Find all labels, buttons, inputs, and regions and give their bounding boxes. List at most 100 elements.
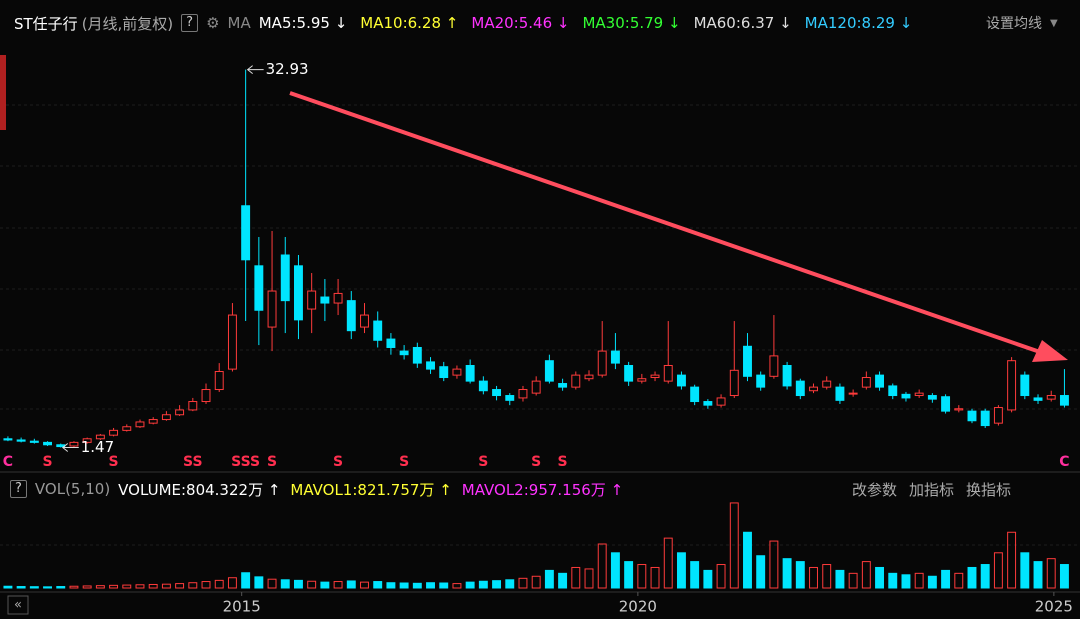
volume-bar <box>809 566 818 589</box>
candle-body <box>927 395 937 400</box>
candle-body <box>109 429 119 436</box>
volume-bar <box>624 561 634 589</box>
candle-body <box>518 389 528 399</box>
volume-bar <box>927 575 937 589</box>
ma-title: MA <box>227 14 251 32</box>
volume-bar <box>280 579 290 589</box>
signal-marker: S <box>109 454 119 470</box>
indicator-button[interactable]: 换指标 <box>966 480 1012 499</box>
volume-bar <box>95 585 105 589</box>
candle-body <box>980 410 990 427</box>
signal-marker: S <box>478 454 488 470</box>
candle-body <box>624 365 634 382</box>
volume-bar <box>518 577 528 589</box>
indicator-buttons: 改参数 加指标 换指标 <box>852 476 1023 502</box>
candle-body <box>531 380 541 394</box>
candle-body <box>597 350 607 376</box>
indicator-button[interactable]: 加指标 <box>909 480 955 499</box>
candle-body <box>901 393 911 399</box>
caret: ▼ <box>1050 17 1058 29</box>
candle-body <box>663 365 673 382</box>
volume-bar <box>1059 564 1069 589</box>
ma-setting[interactable]: 设置均线 ▼ <box>986 10 1066 36</box>
signal-marker: S <box>333 454 343 470</box>
volume-bar <box>1033 561 1043 589</box>
volume-bar <box>478 580 488 589</box>
candle-body <box>122 426 132 431</box>
volume-bar <box>835 569 845 589</box>
candle-body <box>69 441 79 447</box>
candle-body <box>967 410 977 422</box>
ma-label: MA5:5.95 ↓ <box>258 14 348 32</box>
signal-marker: S <box>42 454 52 470</box>
candle-body <box>954 408 964 411</box>
scroll-button[interactable] <box>7 595 29 615</box>
volume-bar <box>743 531 752 589</box>
volume-bar <box>29 586 39 589</box>
candle-body <box>307 290 317 310</box>
title: ST任子行 <box>14 14 78 33</box>
indicator-button[interactable]: 改参数 <box>852 480 898 499</box>
candle-body <box>254 265 264 311</box>
candle-body <box>769 355 779 377</box>
candle-body <box>914 392 924 397</box>
candle-body <box>95 434 105 440</box>
volume-bar <box>1046 558 1056 589</box>
ma-label: MA20:5.46 ↓ <box>471 14 570 32</box>
candle-body <box>544 360 554 382</box>
signal-marker: S <box>531 454 541 470</box>
volume-bar <box>452 583 462 589</box>
volume-bar <box>901 574 911 589</box>
volume-bar <box>571 566 581 589</box>
volume-bar <box>320 581 330 589</box>
volume-bar <box>716 564 726 589</box>
candle-body <box>756 374 766 388</box>
signal-marker: S <box>558 454 568 470</box>
candle-body <box>729 369 739 397</box>
candle-body <box>835 386 845 401</box>
candle-body <box>478 380 488 392</box>
volume-bar <box>1020 552 1030 589</box>
help[interactable]: ? <box>181 14 199 32</box>
volume-bar <box>676 552 686 589</box>
candle-body <box>584 374 594 380</box>
volume-bar <box>650 566 660 589</box>
volume-bar <box>531 575 541 589</box>
volume-bar <box>69 585 79 589</box>
volume-bar <box>967 566 977 589</box>
volume-bar <box>769 540 779 589</box>
candle-body <box>227 314 237 370</box>
volume-bar <box>109 584 119 589</box>
candle-body <box>175 409 185 416</box>
candle-body <box>386 338 396 348</box>
candle-body <box>993 407 1003 424</box>
volume-bar <box>16 586 26 589</box>
signal-marker: S <box>399 454 409 470</box>
candle-body <box>703 401 713 406</box>
volume-bar <box>782 558 792 589</box>
candle-body <box>822 380 832 388</box>
volume-bar <box>307 580 317 589</box>
scroll-icon: « <box>14 598 22 613</box>
ma-labels: MA5:5.95 ↓ MA10:6.28 ↑ MA20:5.46 ↓ MA30:5.7… <box>259 14 926 32</box>
candle-body <box>320 296 330 304</box>
ma-label: MA120:8.29 ↓ <box>804 14 913 32</box>
ma-label: MA10:6.28 ↑ <box>360 14 459 32</box>
volume-bar <box>558 572 568 589</box>
signal-marker: C <box>1059 454 1069 470</box>
volume-bar <box>954 572 964 589</box>
candle-body <box>161 414 171 421</box>
candle-body <box>809 386 818 392</box>
candle-body <box>795 380 805 397</box>
volume-bar <box>386 582 396 589</box>
x-tick-label: 2025 <box>1035 598 1073 616</box>
volume-bar <box>756 555 766 589</box>
candle-body <box>43 441 53 446</box>
candle-body <box>439 366 449 379</box>
setting[interactable]: 设置均线 <box>986 16 1042 32</box>
help[interactable]: ? <box>10 480 27 498</box>
gear-icon[interactable]: ⚙ <box>206 14 220 32</box>
candle-body <box>241 205 251 261</box>
candle-body <box>426 361 435 370</box>
candle-body <box>1059 395 1069 406</box>
